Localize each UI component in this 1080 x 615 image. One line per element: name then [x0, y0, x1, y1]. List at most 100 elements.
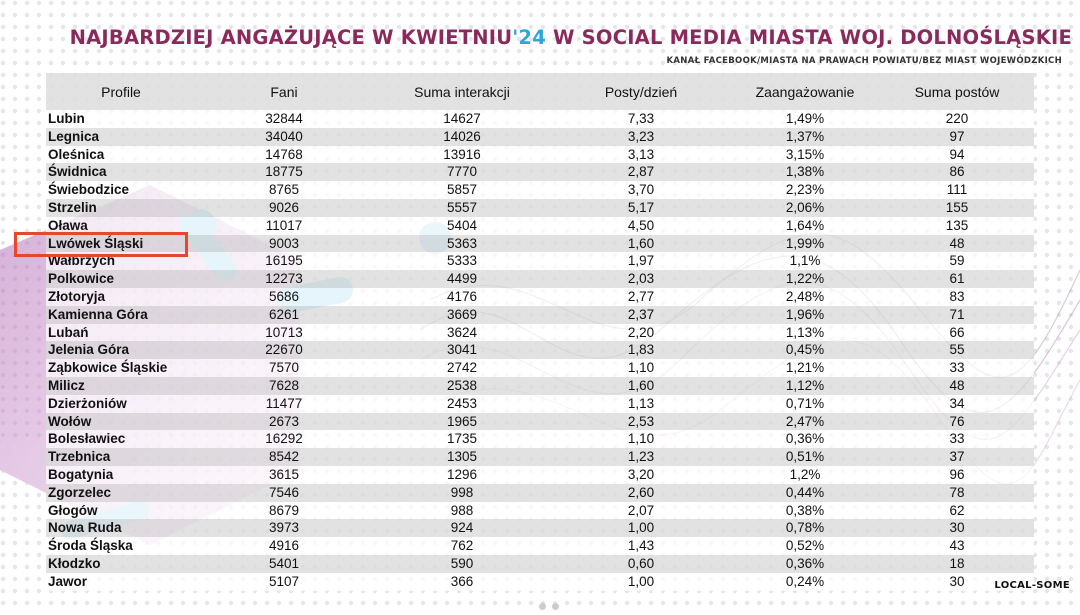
- value-cell: 4176: [372, 287, 552, 306]
- value-cell: 2,60: [552, 483, 730, 502]
- value-cell: 6261: [196, 305, 372, 324]
- value-cell: 7,33: [552, 110, 730, 128]
- profile-name-cell: Głogów: [46, 501, 196, 520]
- profile-name-cell: Oleśnica: [46, 145, 196, 164]
- table-row: Lwówek Śląski 9003 5363 1,60 1,99% 48: [46, 234, 1034, 253]
- table-row: Polkowice 12273 4499 2,03 1,22% 61: [46, 270, 1034, 288]
- value-cell: 5857: [372, 181, 552, 199]
- value-cell: 1,38%: [730, 163, 880, 182]
- table-row: Oleśnica 14768 13916 3,13 3,15% 94: [46, 145, 1034, 164]
- value-cell: 5363: [372, 234, 552, 253]
- value-cell: 1965: [372, 412, 552, 431]
- pagination-dot[interactable]: [552, 603, 559, 610]
- value-cell: 0,52%: [730, 537, 880, 555]
- table-row: Dzierżoniów 11477 2453 1,13 0,71% 34: [46, 394, 1034, 413]
- profile-name-cell: Bogatynia: [46, 465, 196, 484]
- profile-name-cell: Wołów: [46, 412, 196, 431]
- table-row: Legnica 34040 14026 3,23 1,37% 97: [46, 127, 1034, 146]
- pagination-dot[interactable]: [539, 603, 546, 610]
- value-cell: 0,51%: [730, 448, 880, 466]
- value-cell: 2,53: [552, 412, 730, 431]
- value-cell: 96: [880, 465, 1034, 484]
- value-cell: 78: [880, 483, 1034, 502]
- value-cell: 12273: [196, 270, 372, 288]
- value-cell: 7570: [196, 359, 372, 377]
- value-cell: 83: [880, 287, 1034, 306]
- table-row: Wałbrzych 16195 5333 1,97 1,1% 59: [46, 252, 1034, 271]
- value-cell: 10713: [196, 323, 372, 342]
- title-year-accent: '24: [512, 26, 546, 49]
- value-cell: 1,99%: [730, 234, 880, 253]
- table-row: Milicz 7628 2538 1,60 1,12% 48: [46, 376, 1034, 395]
- value-cell: 1,12%: [730, 376, 880, 395]
- highlight-box: [14, 232, 188, 257]
- value-cell: 62: [880, 501, 1034, 520]
- value-cell: 1,21%: [730, 359, 880, 377]
- value-cell: 3,70: [552, 181, 730, 199]
- value-cell: 5333: [372, 252, 552, 271]
- column-header: Fani: [196, 73, 372, 110]
- value-cell: 2,07: [552, 501, 730, 520]
- value-cell: 0,45%: [730, 341, 880, 360]
- value-cell: 988: [372, 501, 552, 520]
- column-header: Posty/dzień: [552, 73, 730, 110]
- value-cell: 2673: [196, 412, 372, 431]
- table-row: Świebodzice 8765 5857 3,70 2,23% 111: [46, 181, 1034, 199]
- value-cell: 16195: [196, 252, 372, 271]
- value-cell: 14768: [196, 145, 372, 164]
- value-cell: 94: [880, 145, 1034, 164]
- table-row: Bogatynia 3615 1296 3,20 1,2% 96: [46, 465, 1034, 484]
- table-row: Trzebnica 8542 1305 1,23 0,51% 37: [46, 448, 1034, 466]
- page-title: NAJBARDZIEJ ANGAŻUJĄCE W KWIETNIU'24 W S…: [69, 26, 1072, 49]
- value-cell: 5401: [196, 554, 372, 573]
- column-header: Profile: [46, 73, 196, 110]
- value-cell: 59: [880, 252, 1034, 271]
- table-row: Wołów 2673 1965 2,53 2,47% 76: [46, 412, 1034, 431]
- value-cell: 2538: [372, 376, 552, 395]
- value-cell: 2,47%: [730, 412, 880, 431]
- table-row: Jelenia Góra 22670 3041 1,83 0,45% 55: [46, 341, 1034, 360]
- table-row: Kłodzko 5401 590 0,60 0,36% 18: [46, 554, 1034, 573]
- value-cell: 34: [880, 394, 1034, 413]
- value-cell: 14627: [372, 110, 552, 128]
- profile-name-cell: Świebodzice: [46, 181, 196, 199]
- value-cell: 16292: [196, 430, 372, 449]
- profile-name-cell: Kłodzko: [46, 554, 196, 573]
- value-cell: 3,13: [552, 145, 730, 164]
- value-cell: 2,20: [552, 323, 730, 342]
- table-row: Ząbkowice Śląskie 7570 2742 1,10 1,21% 33: [46, 359, 1034, 377]
- table-row: Lubań 10713 3624 2,20 1,13% 66: [46, 323, 1034, 342]
- value-cell: 3041: [372, 341, 552, 360]
- value-cell: 1,83: [552, 341, 730, 360]
- table-row: Głogów 8679 988 2,07 0,38% 62: [46, 501, 1034, 520]
- value-cell: 13916: [372, 145, 552, 164]
- value-cell: 998: [372, 483, 552, 502]
- value-cell: 37: [880, 448, 1034, 466]
- value-cell: 30: [880, 519, 1034, 538]
- value-cell: 97: [880, 127, 1034, 146]
- value-cell: 0,36%: [730, 430, 880, 449]
- profile-name-cell: Dzierżoniów: [46, 394, 196, 413]
- value-cell: 1,1%: [730, 252, 880, 271]
- value-cell: 48: [880, 376, 1034, 395]
- value-cell: 1305: [372, 448, 552, 466]
- value-cell: 2,23%: [730, 181, 880, 199]
- value-cell: 366: [372, 572, 552, 591]
- value-cell: 11477: [196, 394, 372, 413]
- profile-name-cell: Złotoryja: [46, 287, 196, 306]
- value-cell: 2,06%: [730, 198, 880, 217]
- value-cell: 32844: [196, 110, 372, 128]
- profile-name-cell: Środa Śląska: [46, 537, 196, 555]
- value-cell: 0,38%: [730, 501, 880, 520]
- value-cell: 5404: [372, 216, 552, 235]
- value-cell: 86: [880, 163, 1034, 182]
- value-cell: 2,48%: [730, 287, 880, 306]
- value-cell: 11017: [196, 216, 372, 235]
- table-row: Świdnica 18775 7770 2,87 1,38% 86: [46, 163, 1034, 182]
- table-row: Jawor 5107 366 1,00 0,24% 30: [46, 572, 1034, 591]
- table-row: Złotoryja 5686 4176 2,77 2,48% 83: [46, 287, 1034, 306]
- value-cell: 1,37%: [730, 127, 880, 146]
- value-cell: 7546: [196, 483, 372, 502]
- profile-name-cell: Legnica: [46, 127, 196, 146]
- value-cell: 1,60: [552, 376, 730, 395]
